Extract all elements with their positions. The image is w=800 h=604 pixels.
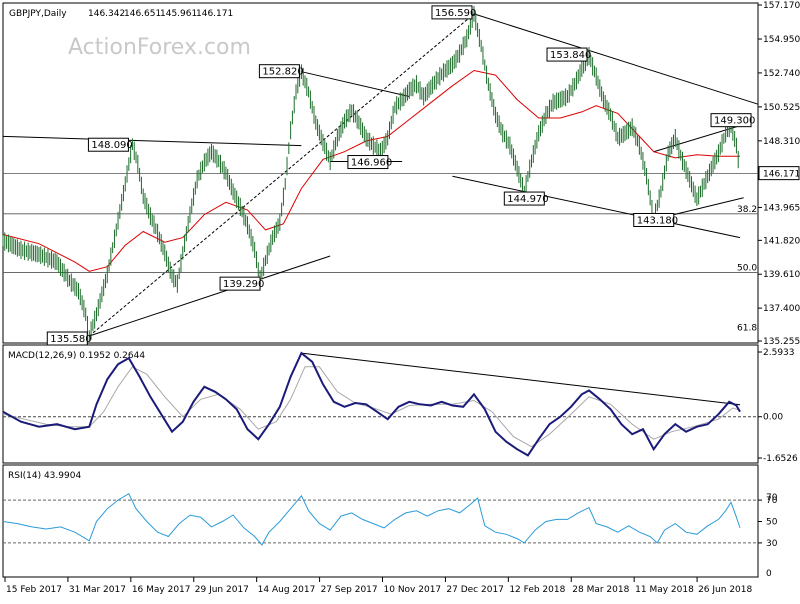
callout-layer: 38.2 50.0 61.8 135.580 148.090 139.290 152.820… — [46, 5, 757, 346]
macd-tick-label: 0.00 — [763, 413, 783, 423]
date-tick-label: 10 Nov 2017 — [384, 585, 442, 595]
macd-line — [2, 351, 741, 457]
rsi-tick-label: 70 — [766, 493, 778, 503]
price-tick-label: 157.170 — [763, 1, 800, 11]
macd-pane-frame — [2, 344, 759, 464]
price-tick-label: 154.950 — [763, 35, 800, 45]
price-callout-label: 156.590 — [435, 8, 476, 19]
price-trendline — [2, 135, 302, 147]
rsi-tick-label: 30 — [766, 539, 778, 549]
price-trendline — [301, 71, 410, 98]
price-tick-label: 143.965 — [763, 203, 800, 213]
date-tick-label: 11 May 2018 — [635, 585, 694, 595]
date-tick-label: 26 Jun 2018 — [698, 585, 752, 595]
price-callout-label: 149.300 — [714, 116, 755, 127]
price-callout-box — [546, 47, 588, 62]
price-callout-box — [87, 137, 129, 152]
price-tick-label: 148.310 — [763, 137, 800, 147]
price-callout-label: 139.290 — [223, 279, 264, 290]
macd-trendline — [301, 352, 741, 406]
price-callout-box — [633, 212, 675, 227]
date-tick-label: 16 May 2017 — [132, 585, 191, 595]
macd-label: MACD(12,26,9) 0.1952 0.2644 — [8, 351, 145, 361]
fib-level-label: 38.2 — [737, 205, 757, 215]
price-tick-label: 150.525 — [763, 103, 800, 113]
rsi-tick-label: 0 — [766, 569, 772, 579]
price-tick-label: 139.610 — [763, 270, 800, 280]
price-callout-box — [219, 276, 261, 291]
open-value: 146.342 — [88, 9, 125, 19]
price-callout-label: 153.840 — [550, 50, 591, 61]
price-trendline — [88, 13, 475, 337]
rsi-line — [2, 492, 741, 546]
date-tick-label: 28 Mar 2018 — [572, 585, 629, 595]
price-tick-label: 141.820 — [763, 236, 800, 246]
rsi-tick-label: 70 — [766, 496, 778, 506]
price-callout-box — [46, 331, 88, 346]
price-callout-box — [503, 191, 545, 206]
price-trendline — [89, 255, 331, 337]
series-layer — [2, 6, 741, 546]
high-value: 146.651 — [124, 9, 161, 19]
trendline-layer — [2, 13, 759, 406]
moving-average-line — [2, 69, 740, 272]
price-tick-label: 146.171 — [763, 170, 800, 180]
fib-level-label: 50.0 — [737, 264, 757, 274]
price-trendline — [452, 175, 741, 239]
date-tick-label: 31 Mar 2017 — [69, 585, 126, 595]
price-callout-label: 148.090 — [91, 140, 132, 151]
low-value: 145.961 — [160, 9, 197, 19]
price-callout-label: 144.970 — [507, 194, 548, 205]
close-value: 146.171 — [196, 9, 233, 19]
watermark: ActionForex.com — [68, 35, 251, 60]
price-trendline — [473, 13, 759, 105]
price-callout-label: 152.820 — [262, 67, 303, 78]
date-tick-label: 12 Feb 2018 — [509, 585, 565, 595]
price-pane-frame — [2, 2, 759, 344]
price-callout-label: 135.580 — [50, 334, 91, 345]
price-callout-box — [431, 5, 473, 20]
date-tick-label: 27 Dec 2017 — [446, 585, 504, 595]
date-tick-label: 14 Aug 2017 — [258, 585, 316, 595]
rsi-label: RSI(14) 43.9904 — [8, 471, 81, 481]
symbol-label: GBPJPY,Daily — [9, 9, 67, 19]
price-callout-box — [258, 64, 300, 79]
macd-tick-label: -1.6526 — [763, 454, 798, 464]
macd-tick-label: 2.5933 — [763, 348, 795, 358]
axis-layer: 157.170 154.950 152.740 150.525 148.310 146.1… — [4, 1, 800, 595]
date-tick-label: 15 Feb 2017 — [6, 585, 62, 595]
price-callout-label: 146.960 — [351, 158, 392, 169]
date-tick-label: 29 Jun 2017 — [195, 585, 249, 595]
fib-level-label: 61.8 — [737, 324, 757, 334]
current-price-box — [758, 166, 800, 181]
rsi-tick-label: 50 — [766, 518, 778, 528]
price-callout-box — [710, 113, 752, 128]
date-tick-label: 27 Sep 2017 — [321, 585, 378, 595]
price-tick-label: 152.740 — [763, 69, 800, 79]
price-tick-label: 135.255 — [763, 337, 800, 347]
price-callout-box — [347, 155, 389, 170]
price-tick-label: 137.400 — [763, 304, 800, 314]
grid-layer — [3, 173, 758, 544]
price-callout-label: 143.180 — [637, 215, 678, 226]
